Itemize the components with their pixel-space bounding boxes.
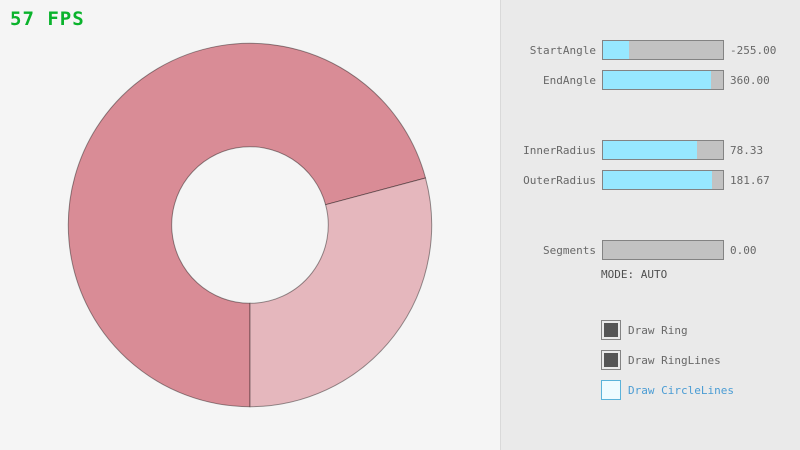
slider-fill (603, 171, 712, 189)
checkmark-icon (604, 323, 618, 337)
draw-circlelines-checkbox[interactable]: Draw CircleLines (601, 380, 734, 400)
ring-segment-single (249, 177, 433, 408)
checkmark-icon (604, 353, 618, 367)
outerradius-row: OuterRadius 181.67 (501, 170, 800, 190)
ring-segment-overlap (67, 42, 427, 408)
segments-row: Segments 0.00 (501, 240, 800, 260)
endangle-value: 360.00 (730, 73, 770, 87)
slider-fill (603, 71, 711, 89)
innerradius-row: InnerRadius 78.33 (501, 140, 800, 160)
draw-circlelines-label: Draw CircleLines (628, 383, 734, 397)
startangle-value: -255.00 (730, 43, 777, 57)
draw-ring-checkbox[interactable]: Draw Ring (601, 320, 688, 340)
outerradius-slider[interactable] (602, 170, 724, 190)
endangle-label: EndAngle (543, 73, 596, 87)
fps-counter: 57 FPS (10, 8, 85, 30)
ring-chart (67, 42, 433, 408)
outerradius-label: OuterRadius (523, 173, 596, 187)
checkbox-icon[interactable] (601, 380, 621, 400)
innerradius-slider[interactable] (602, 140, 724, 160)
draw-ringlines-checkbox[interactable]: Draw RingLines (601, 350, 721, 370)
control-panel: StartAngle -255.00 EndAngle 360.00 Inner… (500, 0, 800, 450)
checkbox-icon[interactable] (601, 320, 621, 340)
startangle-row: StartAngle -255.00 (501, 40, 800, 60)
mode-indicator: MODE: AUTO (601, 268, 668, 281)
startangle-slider[interactable] (602, 40, 724, 60)
startangle-label: StartAngle (529, 43, 596, 57)
endangle-row: EndAngle 360.00 (501, 70, 800, 90)
slider-fill (603, 41, 630, 59)
innerradius-label: InnerRadius (523, 143, 596, 157)
checkbox-icon[interactable] (601, 350, 621, 370)
outerradius-value: 181.67 (730, 173, 770, 187)
slider-fill (603, 141, 697, 159)
innerradius-value: 78.33 (730, 143, 764, 157)
draw-ringlines-label: Draw RingLines (628, 353, 721, 367)
draw-ring-label: Draw Ring (628, 323, 688, 337)
endangle-slider[interactable] (602, 70, 724, 90)
segments-label: Segments (543, 243, 596, 257)
segments-value: 0.00 (730, 243, 757, 257)
segments-slider[interactable] (602, 240, 724, 260)
